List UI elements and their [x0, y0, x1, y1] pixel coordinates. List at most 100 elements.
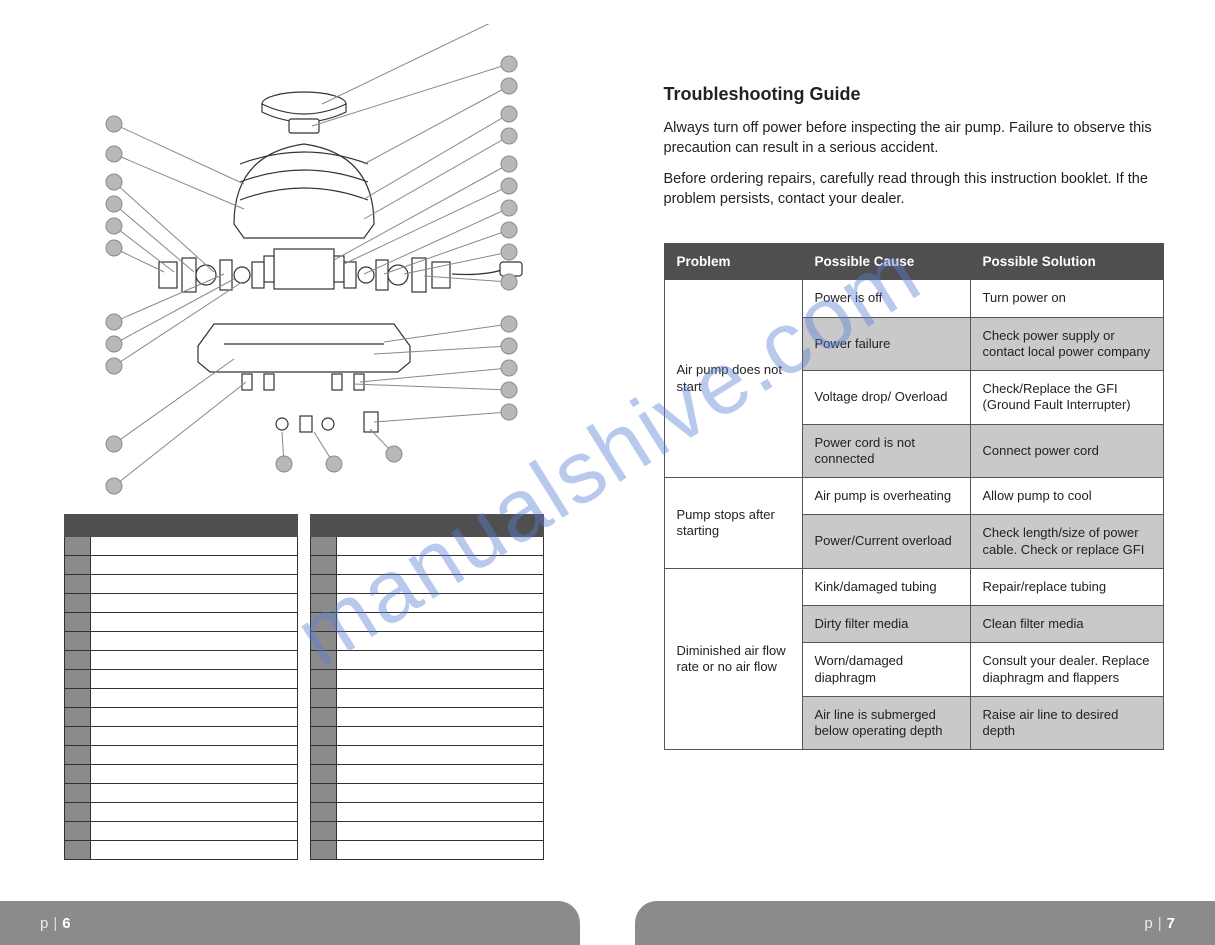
row-desc-cell — [90, 803, 297, 822]
table-row — [310, 594, 543, 613]
row-number-cell — [310, 670, 336, 689]
page-prefix: p — [1144, 915, 1152, 932]
row-number-cell — [310, 708, 336, 727]
page-footer-left: p | 6 — [0, 901, 580, 945]
row-number-cell — [64, 575, 90, 594]
table-row — [64, 727, 297, 746]
page-spread: p | 6 Troubleshooting Guide Always turn … — [0, 0, 1215, 945]
table-row — [64, 765, 297, 784]
row-number-cell — [64, 670, 90, 689]
page-number: 6 — [62, 915, 70, 932]
parts-table-left-body — [64, 537, 297, 860]
table-row — [310, 822, 543, 841]
table-row — [64, 746, 297, 765]
cause-cell: Worn/damaged diaphragm — [802, 643, 970, 697]
row-number-cell — [64, 556, 90, 575]
row-desc-cell — [90, 689, 297, 708]
table-row — [64, 632, 297, 651]
table-row — [64, 841, 297, 860]
table-row — [64, 670, 297, 689]
row-desc-cell — [90, 632, 297, 651]
col-cause: Possible Cause — [802, 244, 970, 280]
page-number: 7 — [1167, 915, 1175, 932]
row-number-cell — [64, 651, 90, 670]
cause-cell: Power cord is not connected — [802, 424, 970, 478]
table-row — [310, 537, 543, 556]
row-desc-cell — [90, 594, 297, 613]
row-desc-cell — [336, 651, 543, 670]
solution-cell: Allow pump to cool — [970, 478, 1163, 515]
row-number-cell — [310, 537, 336, 556]
row-number-cell — [310, 689, 336, 708]
row-desc-cell — [336, 632, 543, 651]
row-desc-cell — [90, 822, 297, 841]
solution-cell: Check/Replace the GFI (Ground Fault Inte… — [970, 371, 1163, 425]
row-desc-cell — [336, 765, 543, 784]
problem-cell: Diminished air flow rate or no air flow — [664, 568, 802, 750]
row-number-cell — [310, 575, 336, 594]
row-desc-cell — [336, 613, 543, 632]
table-row — [64, 822, 297, 841]
solution-cell: Raise air line to desired depth — [970, 696, 1163, 750]
solution-cell: Check power supply or contact local powe… — [970, 317, 1163, 371]
row-number-cell — [310, 556, 336, 575]
row-desc-cell — [90, 784, 297, 803]
parts-table-right-body — [310, 537, 543, 860]
table-row — [310, 651, 543, 670]
col-solution: Possible Solution — [970, 244, 1163, 280]
intro-para-1: Always turn off power before inspecting … — [664, 119, 1156, 158]
table-row — [310, 689, 543, 708]
table-row — [64, 594, 297, 613]
page-separator: | — [53, 915, 57, 932]
table-row — [310, 803, 543, 822]
page-6: p | 6 — [0, 0, 608, 945]
row-desc-cell — [336, 708, 543, 727]
row-desc-cell — [336, 537, 543, 556]
row-desc-cell — [90, 841, 297, 860]
cause-cell: Power failure — [802, 317, 970, 371]
parts-tables — [64, 514, 544, 860]
table-row: Pump stops after startingAir pump is ove… — [664, 478, 1163, 515]
row-desc-cell — [336, 727, 543, 746]
cause-cell: Dirty filter media — [802, 606, 970, 643]
intro-para-2: Before ordering repairs, carefully read … — [664, 170, 1156, 209]
row-number-cell — [64, 822, 90, 841]
table-row — [310, 784, 543, 803]
solution-cell: Consult your dealer. Replace diaphragm a… — [970, 643, 1163, 697]
solution-cell: Check length/size of power cable. Check … — [970, 515, 1163, 569]
table-row — [310, 575, 543, 594]
cause-cell: Power is off — [802, 280, 970, 317]
table-row — [64, 651, 297, 670]
row-number-cell — [310, 822, 336, 841]
row-desc-cell — [90, 765, 297, 784]
row-desc-cell — [336, 841, 543, 860]
row-number-cell — [64, 803, 90, 822]
table-row — [310, 613, 543, 632]
row-desc-cell — [90, 746, 297, 765]
page-footer-right: p | 7 — [635, 901, 1215, 945]
problem-cell: Pump stops after starting — [664, 478, 802, 569]
row-number-cell — [64, 689, 90, 708]
row-desc-cell — [336, 784, 543, 803]
table-row — [310, 556, 543, 575]
row-desc-cell — [90, 651, 297, 670]
table-row — [64, 556, 297, 575]
row-desc-cell — [90, 670, 297, 689]
row-number-cell — [310, 632, 336, 651]
problem-cell: Air pump does not start — [664, 280, 802, 478]
row-desc-cell — [336, 575, 543, 594]
table-row — [64, 537, 297, 556]
row-number-cell — [310, 651, 336, 670]
table-row — [310, 632, 543, 651]
page-7: Troubleshooting Guide Always turn off po… — [608, 0, 1215, 945]
row-number-cell — [310, 841, 336, 860]
table-row — [310, 727, 543, 746]
row-number-cell — [310, 746, 336, 765]
row-desc-cell — [90, 613, 297, 632]
row-desc-cell — [90, 727, 297, 746]
page-separator: | — [1158, 915, 1162, 932]
table-row: Air pump does not startPower is offTurn … — [664, 280, 1163, 317]
row-desc-cell — [336, 746, 543, 765]
row-number-cell — [64, 708, 90, 727]
table-row — [310, 746, 543, 765]
